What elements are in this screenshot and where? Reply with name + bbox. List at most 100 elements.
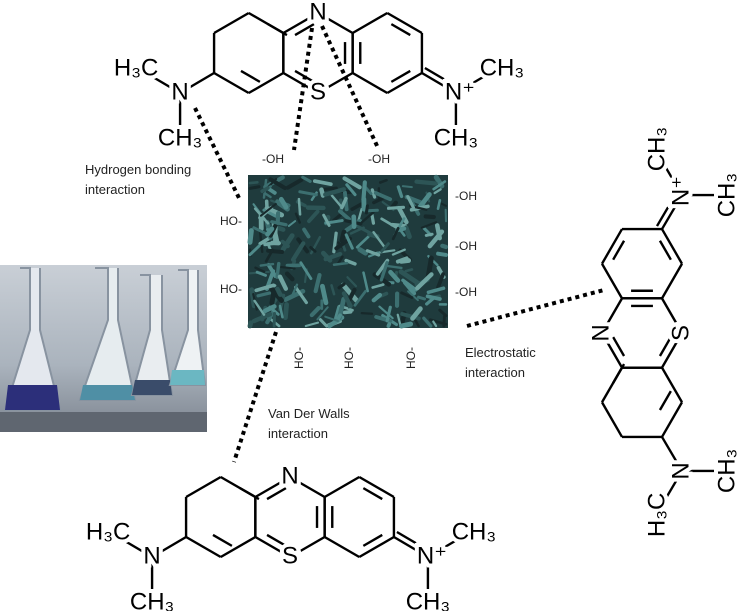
char-particle bbox=[269, 289, 277, 306]
atom-label: CH₃ bbox=[480, 54, 524, 81]
bond bbox=[358, 535, 395, 559]
char-particle bbox=[275, 286, 283, 297]
atom-label: N⁺ bbox=[667, 176, 694, 206]
char-particle bbox=[436, 251, 448, 257]
bond bbox=[213, 11, 250, 35]
char-particle bbox=[360, 211, 375, 224]
bond bbox=[352, 71, 388, 95]
bond bbox=[289, 535, 326, 559]
char-particle bbox=[439, 202, 448, 207]
bond bbox=[390, 23, 411, 37]
bond bbox=[289, 475, 326, 499]
char-particle bbox=[401, 185, 413, 189]
biochar-photo bbox=[247, 174, 449, 329]
bond bbox=[390, 69, 411, 83]
char-particle bbox=[360, 312, 374, 315]
char-particle bbox=[262, 304, 277, 314]
char-particle bbox=[373, 191, 393, 202]
bond bbox=[393, 535, 429, 559]
char-particle bbox=[259, 262, 275, 267]
bond bbox=[352, 11, 388, 35]
char-particle bbox=[255, 270, 267, 277]
atom-label: N bbox=[587, 324, 614, 341]
char-particle bbox=[424, 232, 434, 237]
char-particle bbox=[341, 291, 353, 309]
interaction-line bbox=[466, 288, 605, 328]
char-particle bbox=[355, 235, 370, 249]
char-particle bbox=[427, 229, 445, 249]
bond bbox=[660, 228, 684, 265]
char-particle bbox=[299, 261, 313, 281]
char-particle bbox=[312, 179, 333, 187]
char-particle bbox=[399, 321, 414, 329]
char-particle bbox=[337, 282, 346, 290]
char-particle bbox=[252, 226, 268, 235]
char-particle bbox=[270, 220, 288, 227]
bond bbox=[362, 533, 383, 547]
interaction-label: interaction bbox=[268, 426, 328, 441]
bond bbox=[254, 475, 291, 499]
char-particle bbox=[320, 283, 329, 306]
char-particle bbox=[265, 226, 275, 237]
atom-label: CH₃ bbox=[643, 127, 670, 171]
char-particle bbox=[395, 256, 409, 264]
char-particle bbox=[361, 180, 367, 202]
char-particle bbox=[415, 272, 434, 291]
char-particle bbox=[401, 278, 418, 292]
char-particle bbox=[323, 187, 346, 197]
hydroxyl-label: HO- bbox=[220, 282, 242, 296]
char-particle bbox=[353, 289, 367, 307]
char-particle bbox=[378, 178, 388, 184]
char-particle bbox=[268, 177, 287, 190]
bond bbox=[660, 367, 684, 403]
char-particle bbox=[426, 286, 446, 295]
bond bbox=[117, 535, 153, 559]
char-particle bbox=[309, 306, 321, 318]
char-particle bbox=[357, 247, 368, 256]
char-particle bbox=[290, 241, 306, 262]
char-particle bbox=[400, 291, 414, 299]
atom-label: N bbox=[667, 462, 694, 479]
char-particle bbox=[386, 322, 392, 328]
char-particle bbox=[378, 305, 394, 320]
atom-label: S bbox=[667, 325, 694, 341]
char-particle bbox=[283, 302, 289, 321]
char-particle bbox=[380, 242, 390, 253]
char-particle bbox=[433, 188, 442, 195]
char-particle bbox=[264, 248, 274, 263]
bond bbox=[612, 336, 626, 357]
char-particle bbox=[379, 261, 389, 282]
char-particle bbox=[390, 222, 407, 228]
interaction-label: Van Der Walls bbox=[268, 406, 350, 421]
char-particle bbox=[313, 272, 322, 294]
char-particle bbox=[337, 255, 344, 265]
char-particle bbox=[316, 306, 329, 321]
hydroxyl-label: -OH bbox=[455, 285, 477, 299]
atom-label: N bbox=[171, 78, 188, 105]
bond bbox=[660, 436, 684, 472]
char-particle bbox=[287, 220, 297, 227]
interaction-label: interaction bbox=[465, 365, 525, 380]
char-particle bbox=[362, 271, 369, 293]
bond bbox=[266, 533, 287, 547]
atom-label: H₃C bbox=[86, 518, 130, 545]
char-particle bbox=[275, 261, 281, 279]
char-particle bbox=[248, 185, 261, 190]
char-particle bbox=[251, 312, 273, 324]
bond bbox=[294, 69, 315, 83]
interaction-label: Hydrogen bonding bbox=[85, 162, 191, 177]
hydroxyl-label: -OH bbox=[455, 189, 477, 203]
char-particle bbox=[247, 228, 254, 245]
bond bbox=[421, 71, 457, 95]
char-particle bbox=[280, 233, 295, 252]
char-particle bbox=[438, 308, 448, 318]
char-particle bbox=[302, 227, 311, 239]
interaction-line bbox=[193, 107, 242, 201]
bond bbox=[660, 263, 684, 299]
bond bbox=[324, 535, 360, 559]
char-particle bbox=[285, 177, 304, 190]
bond bbox=[658, 336, 672, 357]
char-particle bbox=[259, 202, 277, 217]
